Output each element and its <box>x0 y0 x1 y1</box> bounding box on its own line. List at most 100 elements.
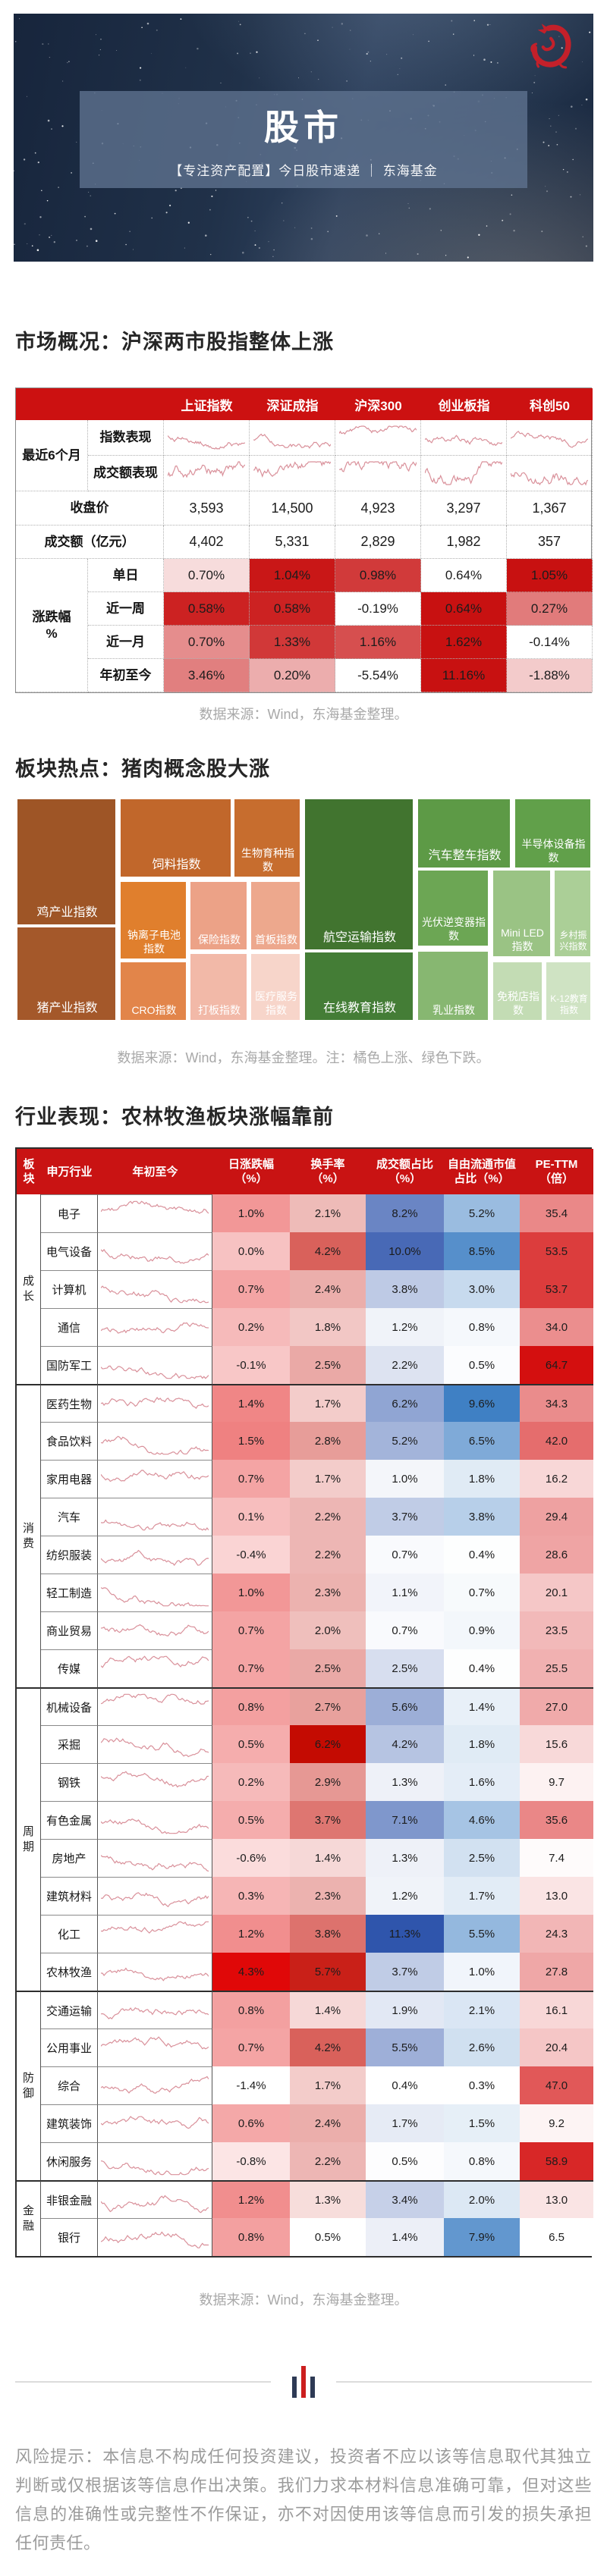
heat-cell-vol_share: 0.7% <box>366 1536 444 1574</box>
row-label-turnover-amount: 成交额（亿元） <box>16 526 164 559</box>
industry-group-消费: 消 费 <box>17 1384 41 1687</box>
sparkline-chart <box>101 1655 209 1668</box>
navy-bar-left <box>292 2377 297 2398</box>
change-heat-cell: 1.62% <box>421 626 507 659</box>
footer-divider <box>14 2364 593 2400</box>
treemap-block: 在线教育指数 <box>303 950 414 1021</box>
sector-label-有色金属: 有色金属 <box>41 1801 98 1839</box>
industry-group-防御: 防 御 <box>17 1991 41 2180</box>
treemap-block-label: 航空运输指数 <box>322 931 396 945</box>
close-price-value: 3,297 <box>421 491 507 526</box>
column-header-沪深300: 沪深300 <box>335 388 421 420</box>
heat-cell-vol_share: 1.0% <box>366 1460 444 1498</box>
heat-cell-chg: 0.3% <box>212 1877 290 1915</box>
sparkline-chart <box>339 425 417 435</box>
heat-cell-turnover: 1.7% <box>290 1384 366 1422</box>
ytd-sparkline-cell <box>98 1725 212 1763</box>
heat-cell-chg: 0.8% <box>212 2218 290 2256</box>
turnover-amount-value: 2,829 <box>335 526 421 559</box>
heat-cell-vol_share: 2.5% <box>366 1649 444 1687</box>
heat-cell-chg: 1.4% <box>212 1384 290 1422</box>
ytd-sparkline-cell <box>98 1308 212 1346</box>
heat-cell-pe: 20.4 <box>520 2028 593 2066</box>
industry-group-金融: 金 融 <box>17 2180 41 2256</box>
sparkline-cell <box>164 456 250 491</box>
sector-label-传媒: 传媒 <box>41 1649 98 1687</box>
sparkline-cell <box>250 456 335 491</box>
treemap-block: 光伏逆变器指数 <box>417 868 490 947</box>
heat-cell-turnover: 2.5% <box>290 1346 366 1384</box>
sparkline-chart <box>101 1248 209 1264</box>
treemap-block: 饲料指数 <box>119 798 232 878</box>
heat-cell-chg: -0.1% <box>212 1346 290 1384</box>
divider-line-right <box>336 2381 592 2383</box>
treemap-block-label: 乳业指数 <box>432 1003 476 1016</box>
row-label-近一周: 近一周 <box>88 592 164 626</box>
industry-group-成长: 成 长 <box>17 1194 41 1384</box>
heat-cell-turnover: 2.1% <box>290 1194 366 1232</box>
industry-column-header-4: 日涨跌幅 （%） <box>212 1149 290 1194</box>
industry-column-header-1: 板 块 <box>17 1149 41 1194</box>
ytd-sparkline-cell <box>98 1194 212 1232</box>
heat-cell-pe: 23.5 <box>520 1611 593 1649</box>
row-label-close-price: 收盘价 <box>16 491 164 526</box>
heat-cell-pe: 27.0 <box>520 1687 593 1725</box>
heat-cell-pe: 29.4 <box>520 1498 593 1536</box>
heat-cell-pe: 9.2 <box>520 2104 593 2142</box>
treemap-block: 半导体设备指数 <box>514 798 592 869</box>
row-label-单日: 单日 <box>88 559 164 592</box>
sparkline-chart <box>101 1891 209 1907</box>
heat-cell-chg: 0.2% <box>212 1763 290 1801</box>
divider-line-left <box>15 2381 271 2383</box>
ytd-sparkline-cell <box>98 1801 212 1839</box>
heat-cell-float_share: 1.4% <box>444 1687 520 1725</box>
treemap-block: 钠离子电池指数 <box>119 880 188 960</box>
ytd-sparkline-cell <box>98 1460 212 1498</box>
change-heat-cell: 0.58% <box>164 592 250 626</box>
sparkline-chart <box>101 2007 209 2020</box>
ytd-sparkline-cell <box>98 1611 212 1649</box>
heat-cell-vol_share: 3.4% <box>366 2180 444 2218</box>
heat-cell-float_share: 1.8% <box>444 1725 520 1763</box>
heat-cell-pe: 25.5 <box>520 1649 593 1687</box>
ytd-sparkline-cell <box>98 1270 212 1308</box>
heat-cell-chg: 0.7% <box>212 1460 290 1498</box>
heat-cell-chg: 0.5% <box>212 1801 290 1839</box>
sparkline-chart <box>339 460 417 472</box>
sparkline-cell <box>335 420 421 456</box>
sector-label-汽车: 汽车 <box>41 1498 98 1536</box>
close-price-value: 4,923 <box>335 491 421 526</box>
heat-cell-chg: 4.3% <box>212 1953 290 1991</box>
sparkline-chart <box>101 1737 209 1757</box>
treemap-block: 乡村振兴指数 <box>552 868 592 958</box>
heat-cell-float_share: 2.1% <box>444 1991 520 2028</box>
dragon-head <box>537 24 549 34</box>
change-heat-cell: 0.64% <box>421 592 507 626</box>
heat-cell-pe: 53.7 <box>520 1270 593 1308</box>
heat-cell-vol_share: 1.3% <box>366 1839 444 1877</box>
hero-title-box: 股市 【专注资产配置】今日股市速递 ｜ 东海基金 <box>80 91 527 188</box>
heat-cell-vol_share: 3.8% <box>366 1270 444 1308</box>
change-heat-cell: 11.16% <box>421 659 507 692</box>
close-price-value: 3,593 <box>164 491 250 526</box>
sparkline-chart <box>101 2160 209 2175</box>
treemap-block-label: 首板指数 <box>255 933 297 946</box>
sparkline-chart <box>101 1854 209 1872</box>
heat-cell-float_share: 0.7% <box>444 1574 520 1611</box>
heat-cell-float_share: 1.8% <box>444 1460 520 1498</box>
heat-cell-turnover: 2.2% <box>290 1536 366 1574</box>
heat-cell-pe: 6.5 <box>520 2218 593 2256</box>
ytd-sparkline-cell <box>98 2028 212 2066</box>
heat-cell-chg: -1.4% <box>212 2066 290 2104</box>
row-group-label-recent6m: 最近6个月 <box>16 420 88 491</box>
sector-label-采掘: 采掘 <box>41 1725 98 1763</box>
change-heat-cell: 1.04% <box>250 559 335 592</box>
heat-cell-pe: 13.0 <box>520 1877 593 1915</box>
sector-label-化工: 化工 <box>41 1915 98 1953</box>
data-source-caption-2: 数据来源：Wind，东海基金整理。注：橘色上涨、绿色下跌。 <box>117 1050 490 1065</box>
column-header-科创50: 科创50 <box>507 388 593 420</box>
sparkline-cell <box>250 420 335 456</box>
sector-label-轻工制造: 轻工制造 <box>41 1574 98 1611</box>
sparkline-chart <box>101 1322 209 1334</box>
heat-cell-vol_share: 1.7% <box>366 2104 444 2142</box>
